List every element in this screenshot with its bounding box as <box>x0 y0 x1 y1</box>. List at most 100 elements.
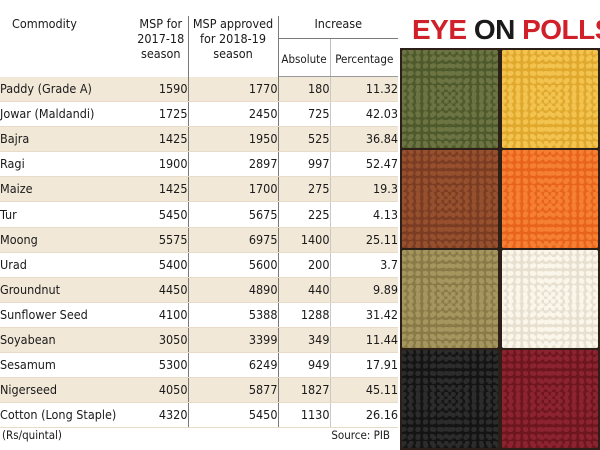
table-row: Moong 5575 6975 1400 25.11 <box>0 227 399 253</box>
table-row: Bajra 1425 1950 525 36.84 <box>0 126 399 153</box>
msp-table-body: Paddy (Grade A) 1590 1770 180 11.32 Jowar (Ma… <box>0 76 399 429</box>
cell-percentage: 17.91 <box>330 352 399 379</box>
cell-commodity: Moong <box>0 227 122 253</box>
unit-note: (Rs/quintal) <box>2 428 62 442</box>
banner-title: EYE ON POLLS <box>412 14 600 46</box>
cell-commodity: Maize <box>0 176 122 203</box>
cell-absolute: 225 <box>278 201 331 228</box>
cell-commodity: Urad <box>0 252 122 278</box>
white-beans-tile <box>502 250 598 348</box>
header-msp-2018-19: MSP approved for 2018-19 season <box>188 16 279 77</box>
black-beans-tile <box>402 350 498 448</box>
banner-word-eye: EYE <box>412 14 467 45</box>
table-row: Nigerseed 4050 5877 1827 45.11 <box>0 377 399 404</box>
cell-msp-2018-19: 5675 <box>188 201 279 228</box>
msp-table: Commodity MSP for 2017-18 season MSP app… <box>0 16 399 429</box>
yellow-split-peas-tile <box>502 50 598 148</box>
cell-commodity: Sesamum <box>0 352 122 379</box>
header-increase: Increase <box>278 16 399 39</box>
cell-msp-2017-18: 4320 <box>122 402 189 429</box>
cell-msp-2018-19: 1700 <box>188 176 279 203</box>
cell-percentage: 11.32 <box>330 76 399 103</box>
banner-word-on: ON <box>473 14 516 45</box>
cell-msp-2018-19: 5600 <box>188 252 279 278</box>
cell-absolute: 1400 <box>278 227 331 253</box>
cell-percentage: 4.13 <box>330 201 399 228</box>
header-percentage: Percentage <box>330 38 399 77</box>
banner-word-polls: POLLS <box>522 14 600 45</box>
cell-absolute: 1288 <box>278 302 331 328</box>
cell-msp-2018-19: 6975 <box>188 227 279 253</box>
cell-commodity: Nigerseed <box>0 377 122 404</box>
table-row: Ragi 1900 2897 997 52.47 <box>0 151 399 178</box>
cell-msp-2018-19: 3399 <box>188 327 279 354</box>
cell-commodity: Sunflower Seed <box>0 302 122 328</box>
cell-absolute: 200 <box>278 252 331 278</box>
cell-percentage: 52.47 <box>330 151 399 178</box>
green-lentils-tile <box>402 250 498 348</box>
brown-lentils-tile <box>402 150 498 248</box>
cell-percentage: 26.16 <box>330 402 399 429</box>
cell-msp-2017-18: 1725 <box>122 101 189 128</box>
cell-percentage: 11.44 <box>330 327 399 354</box>
cell-msp-2017-18: 1590 <box>122 76 189 103</box>
header-commodity: Commodity <box>12 16 77 31</box>
cell-absolute: 1827 <box>278 377 331 404</box>
header-msp-2017-18: MSP for 2017-18 season <box>122 16 189 77</box>
source-note: Source: PIB <box>331 428 390 442</box>
cell-percentage: 36.84 <box>330 126 399 153</box>
cell-msp-2018-19: 2897 <box>188 151 279 178</box>
cell-msp-2018-19: 5877 <box>188 377 279 404</box>
cell-absolute: 349 <box>278 327 331 354</box>
cell-msp-2017-18: 5450 <box>122 201 189 228</box>
cell-absolute: 997 <box>278 151 331 178</box>
cell-msp-2017-18: 1425 <box>122 126 189 153</box>
cell-msp-2018-19: 1950 <box>188 126 279 153</box>
cell-percentage: 3.7 <box>330 252 399 278</box>
cell-commodity: Groundnut <box>0 277 122 303</box>
cell-absolute: 440 <box>278 277 331 303</box>
cell-msp-2017-18: 3050 <box>122 327 189 354</box>
table-row: Soyabean 3050 3399 349 11.44 <box>0 327 399 354</box>
cell-absolute: 275 <box>278 176 331 203</box>
cell-msp-2017-18: 5575 <box>122 227 189 253</box>
table-row: Maize 1425 1700 275 19.3 <box>0 176 399 203</box>
cell-absolute: 180 <box>278 76 331 103</box>
cell-commodity: Jowar (Maldandi) <box>0 101 122 128</box>
cell-commodity: Ragi <box>0 151 122 178</box>
table-row: Cotton (Long Staple) 4320 5450 1130 26.16 <box>0 402 399 429</box>
table-row: Jowar (Maldandi) 1725 2450 725 42.03 <box>0 101 399 128</box>
cell-msp-2018-19: 5388 <box>188 302 279 328</box>
cell-absolute: 949 <box>278 352 331 379</box>
cell-msp-2017-18: 1425 <box>122 176 189 203</box>
cell-percentage: 45.11 <box>330 377 399 404</box>
header-absolute: Absolute <box>278 38 331 77</box>
cell-msp-2017-18: 4450 <box>122 277 189 303</box>
red-lentils-tile <box>502 150 598 248</box>
cell-msp-2018-19: 5450 <box>188 402 279 429</box>
cell-commodity: Soyabean <box>0 327 122 354</box>
table-row: Sunflower Seed 4100 5388 1288 31.42 <box>0 302 399 328</box>
cell-commodity: Cotton (Long Staple) <box>0 402 122 429</box>
cell-percentage: 19.3 <box>330 176 399 203</box>
cell-msp-2018-19: 2450 <box>188 101 279 128</box>
cell-commodity: Paddy (Grade A) <box>0 76 122 103</box>
cell-commodity: Tur <box>0 201 122 228</box>
pulses-photo <box>400 48 600 450</box>
cell-msp-2018-19: 6249 <box>188 352 279 379</box>
cell-commodity: Bajra <box>0 126 122 153</box>
cell-msp-2017-18: 5300 <box>122 352 189 379</box>
cell-absolute: 725 <box>278 101 331 128</box>
table-row: Groundnut 4450 4890 440 9.89 <box>0 277 399 303</box>
dark-green-lentils-tile <box>402 50 498 148</box>
table-row: Paddy (Grade A) 1590 1770 180 11.32 <box>0 76 399 103</box>
table-row: Urad 5400 5600 200 3.7 <box>0 252 399 278</box>
cell-percentage: 25.11 <box>330 227 399 253</box>
table-row: Tur 5450 5675 225 4.13 <box>0 201 399 228</box>
cell-percentage: 31.42 <box>330 302 399 328</box>
cell-absolute: 1130 <box>278 402 331 429</box>
cell-msp-2018-19: 4890 <box>188 277 279 303</box>
cell-percentage: 9.89 <box>330 277 399 303</box>
cell-msp-2017-18: 4100 <box>122 302 189 328</box>
red-kidney-beans-tile <box>502 350 598 448</box>
